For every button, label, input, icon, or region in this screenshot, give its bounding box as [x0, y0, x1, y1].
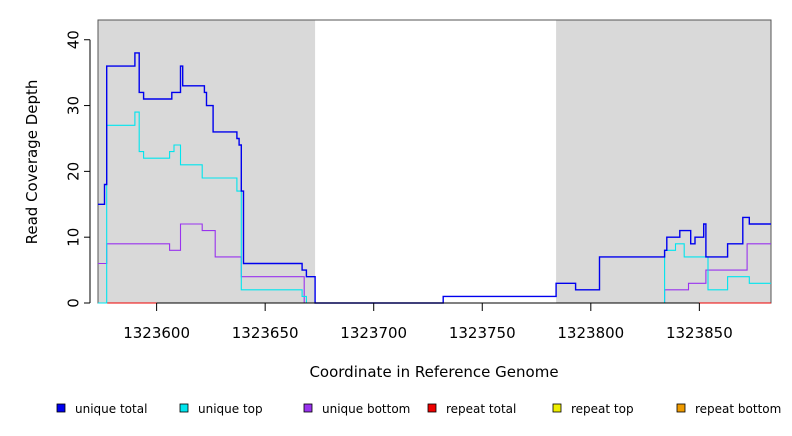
- legend-label-unique-total: unique total: [75, 402, 147, 416]
- series-line-unique-bottom: [98, 223, 771, 304]
- legend-label-repeat-bottom: repeat bottom: [695, 402, 781, 416]
- legend-label-unique-bottom: unique bottom: [322, 402, 410, 416]
- legend-swatch-unique-top: [179, 403, 189, 413]
- legend-label-repeat-total: repeat total: [446, 402, 516, 416]
- series-line-unique-total: [98, 52, 771, 304]
- x-tick-label: 1323650: [232, 324, 299, 342]
- legend-label-unique-top: unique top: [198, 402, 263, 416]
- legend-swatch-repeat-bottom: [676, 403, 686, 413]
- x-tick-label: 1323800: [557, 324, 624, 342]
- shaded-regions: [98, 20, 771, 303]
- legend-swatch-repeat-top: [552, 403, 562, 413]
- shaded-region-2: [556, 20, 771, 303]
- x-tick-label: 1323700: [340, 324, 407, 342]
- y-tick-label: 40: [65, 30, 83, 49]
- x-tick-label: 1323850: [666, 324, 733, 342]
- legend-swatch-unique-total: [56, 403, 66, 413]
- legend-label-repeat-top: repeat top: [571, 402, 634, 416]
- y-axis-label: Read Coverage Depth: [23, 80, 41, 245]
- x-axis: 1323600 1323650 1323700 1323750 1323800 13238…: [123, 302, 733, 342]
- x-tick-label: 1323750: [449, 324, 516, 342]
- y-tick-label: 0: [65, 298, 83, 308]
- shaded-region-1: [98, 20, 316, 303]
- legend: unique total unique top unique bottom repea…: [56, 402, 781, 416]
- legend-swatch-repeat-total: [427, 403, 437, 413]
- x-axis-label: Coordinate in Reference Genome: [309, 363, 558, 381]
- y-tick-label: 10: [65, 228, 83, 247]
- legend-swatch-unique-bottom: [303, 403, 313, 413]
- y-axis: 0 10 20 30 40: [65, 30, 91, 308]
- y-tick-label: 20: [65, 162, 83, 181]
- x-tick-label: 1323600: [123, 324, 190, 342]
- y-tick-label: 30: [65, 96, 83, 115]
